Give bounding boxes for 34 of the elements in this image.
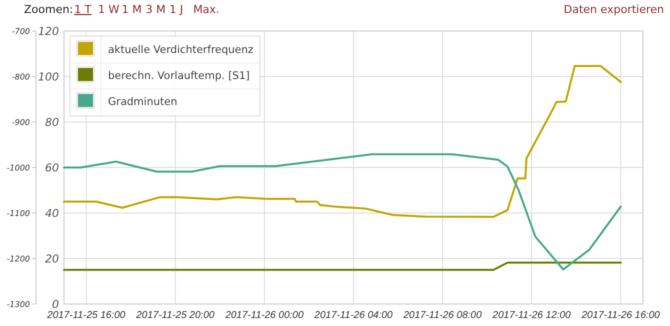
y-tick-label: 40 (45, 206, 59, 220)
y2-tick-label: -900 (12, 118, 30, 127)
x-tick-label: 2017-11-26 16:00 (580, 310, 660, 321)
text: 3 M (146, 3, 166, 16)
x-tick-label: 2017-11-25 16:00 (46, 310, 126, 321)
y2-tick-label: -1200 (6, 254, 30, 264)
x-tick-label: 2017-11-25 20:00 (135, 310, 215, 321)
text: 1 T (74, 3, 92, 16)
line-series (63, 153, 622, 270)
y-tick-label: 60 (45, 161, 59, 174)
y-tick-label: 0 (52, 298, 59, 311)
y2-tick-label: -800 (12, 72, 30, 82)
text: 1 W (98, 3, 120, 16)
text: 1 J (169, 3, 184, 16)
y2-tick-label: -1100 (6, 208, 30, 218)
text: 1 M (122, 3, 142, 16)
x-tick-label: 2017-11-26 08:00 (402, 310, 482, 321)
y2-tick-label: -700 (12, 26, 30, 36)
legend-label: berechn. Vorlauftemp. [S1] (108, 70, 250, 82)
text: Zoomen: (24, 3, 74, 16)
text: Max. (193, 3, 220, 16)
x-tick-label: 2017-11-26 12:00 (492, 310, 572, 321)
y-tick-label: 80 (45, 116, 59, 129)
y-tick-label: 20 (45, 252, 59, 266)
x-tick-label: 2017-11-26 04:00 (313, 310, 394, 321)
y-tick-label: 100 (38, 70, 59, 84)
legend-label: Gradminuten (108, 96, 178, 108)
y2-tick-label: -1300 (6, 300, 30, 309)
x-tick-label: 2017-11-26 00:00 (224, 310, 304, 321)
legend-label: aktuelle Verdichterfrequenz (108, 44, 254, 56)
text: Daten exportieren (564, 3, 664, 16)
y2-tick-label: -1000 (6, 163, 30, 172)
y-tick-label: 120 (38, 24, 59, 38)
line-series (63, 65, 622, 218)
